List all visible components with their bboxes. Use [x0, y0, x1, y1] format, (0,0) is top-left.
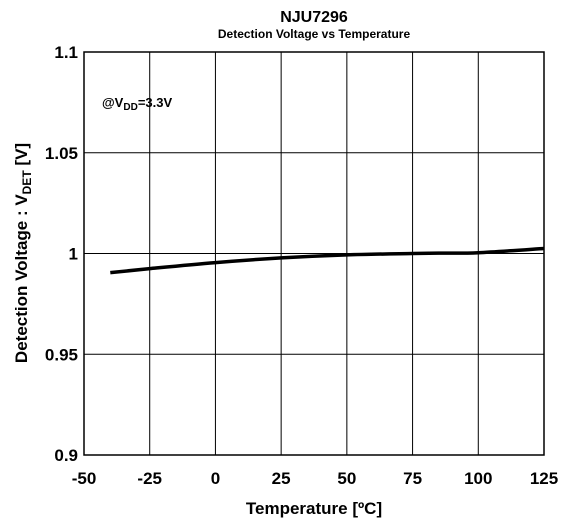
- x-tick-label: 25: [272, 469, 291, 488]
- y-tick-label: 0.95: [45, 345, 78, 364]
- y-axis-label-subscript: DET: [20, 170, 34, 195]
- annotation-prefix: @V: [102, 95, 124, 110]
- x-tick-labels: -50 -25 0 25 50 75 100 125: [72, 469, 558, 488]
- x-tick-label: 75: [403, 469, 422, 488]
- y-tick-label: 1: [69, 245, 78, 264]
- x-tick-label: 100: [464, 469, 492, 488]
- annotation-suffix: =3.3V: [138, 95, 173, 110]
- condition-annotation: @VDD=3.3V: [102, 95, 172, 113]
- y-tick-label: 1.05: [45, 144, 78, 163]
- x-tick-label: -50: [72, 469, 97, 488]
- y-tick-labels: 0.9 0.95 1 1.05 1.1: [45, 43, 78, 465]
- y-tick-label: 1.1: [54, 43, 78, 62]
- plot-frame: [83, 51, 545, 456]
- y-tick-label: 0.9: [54, 446, 78, 465]
- annotation-subscript: DD: [123, 102, 137, 113]
- x-tick-label: -25: [137, 469, 162, 488]
- x-tick-label: 125: [530, 469, 558, 488]
- x-tick-label: 0: [211, 469, 220, 488]
- y-axis-label-unit: [V]: [12, 143, 31, 170]
- series-line: [110, 246, 545, 275]
- chart-subtitle: Detection Voltage vs Temperature: [218, 27, 411, 41]
- y-axis-label-main: Detection Voltage : V: [12, 194, 31, 363]
- chart-title: NJU7296: [280, 9, 348, 26]
- x-tick-label: 50: [337, 469, 356, 488]
- series-layer: [110, 246, 545, 275]
- x-axis-label: Temperature [ºC]: [246, 499, 382, 518]
- y-axis-label: Detection Voltage : VDET [V]: [12, 143, 34, 363]
